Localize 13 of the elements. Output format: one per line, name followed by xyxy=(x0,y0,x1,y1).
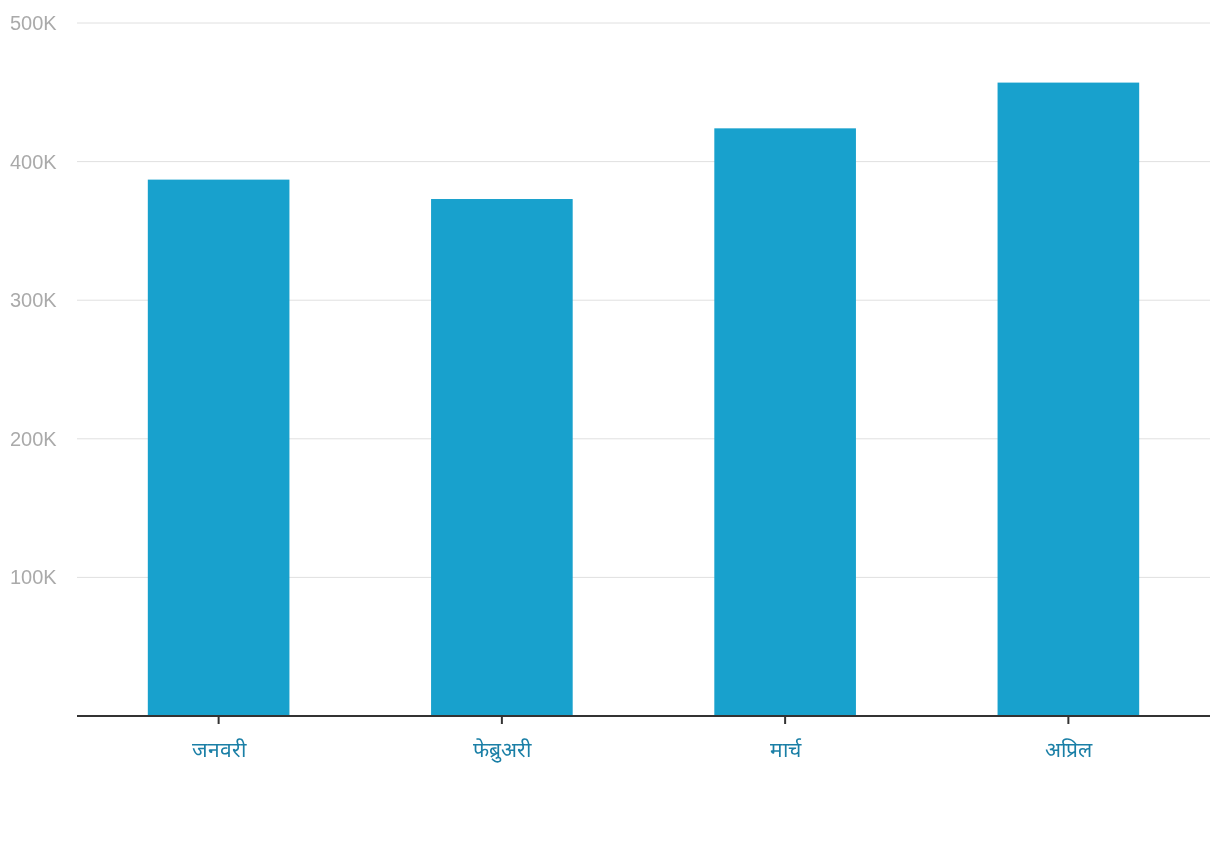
bar xyxy=(431,199,573,716)
y-tick-label: 200K xyxy=(10,427,58,450)
y-tick-label: 300K xyxy=(10,289,58,312)
bar xyxy=(997,82,1140,716)
bar xyxy=(714,128,856,716)
y-tick-label: 400K xyxy=(10,150,58,173)
x-tick-label: जनवरी xyxy=(191,738,247,761)
y-tick-label: 500K xyxy=(10,12,58,34)
x-tick-label: अप्रिल xyxy=(1044,738,1093,761)
y-tick-label: 100K xyxy=(10,566,58,589)
x-tick-label: मार्च xyxy=(769,738,802,761)
x-tick-label: फेब्रुअरी xyxy=(472,738,532,763)
bar xyxy=(147,179,290,716)
